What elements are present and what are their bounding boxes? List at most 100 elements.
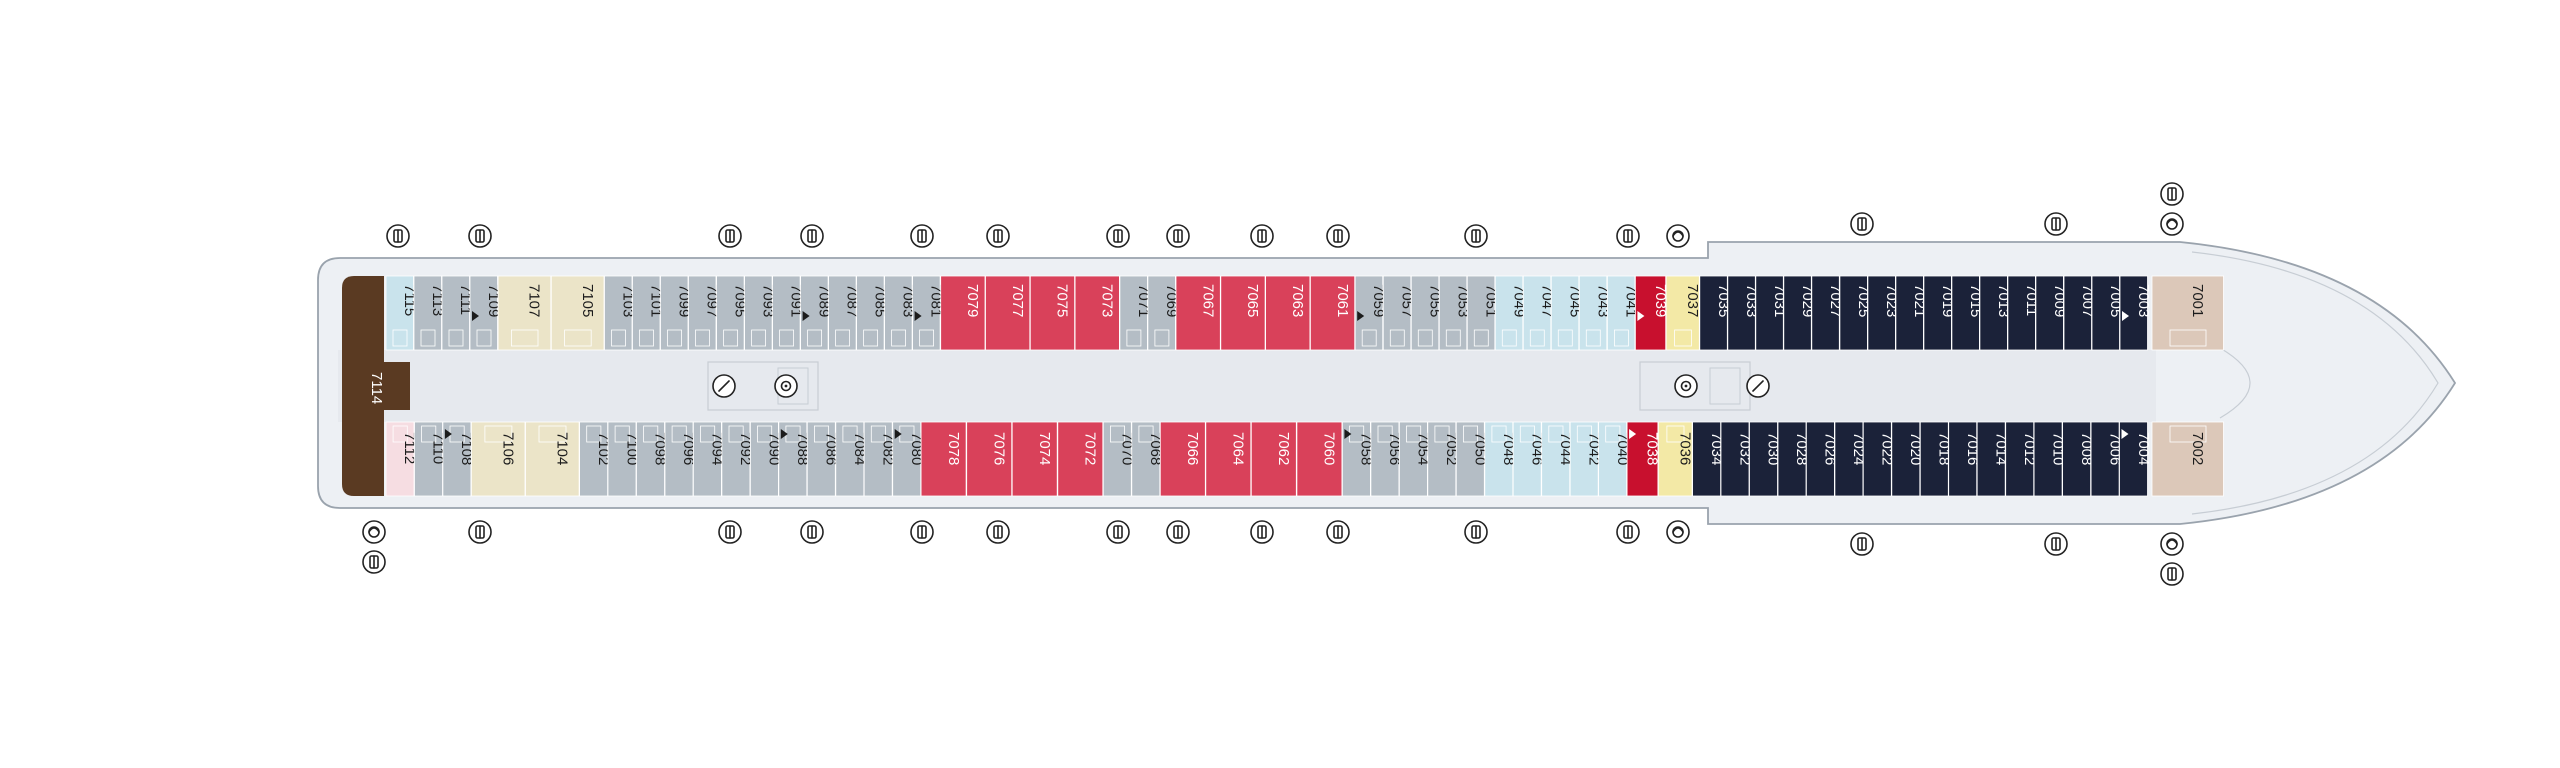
cabin-block[interactable] <box>856 275 885 351</box>
cabin-7048[interactable]: 7048 <box>1484 421 1517 497</box>
cabin-7075[interactable]: 7075 <box>1029 275 1076 351</box>
cabin-7065[interactable]: 7065 <box>1220 275 1266 351</box>
cabin-block[interactable] <box>693 421 722 497</box>
cabin-block[interactable] <box>385 421 415 497</box>
cabin-7100[interactable]: 7100 <box>607 421 640 497</box>
cabin-7091[interactable]: 7091 <box>772 275 805 351</box>
cabin-7034[interactable]: 7034 <box>1692 421 1725 497</box>
cabin-block[interactable] <box>1578 275 1608 351</box>
cabin-7060[interactable]: 7060 <box>1296 421 1343 497</box>
cabin-7002[interactable]: 7002 <box>2151 421 2224 497</box>
cabin-7069[interactable]: 7069 <box>1147 275 1180 351</box>
cabin-block[interactable] <box>1665 275 1700 351</box>
cabin-7020[interactable]: 7020 <box>1891 421 1924 497</box>
cabin-block[interactable] <box>1895 275 1924 351</box>
cabin-block[interactable] <box>920 421 967 497</box>
cabin-7095[interactable]: 7095 <box>716 275 749 351</box>
cabin-block[interactable] <box>2063 275 2092 351</box>
cabin-7050[interactable]: 7050 <box>1455 421 1489 497</box>
cabin-block[interactable] <box>1976 421 2006 497</box>
cabin-7063[interactable]: 7063 <box>1265 275 1311 351</box>
cabin-block[interactable] <box>497 275 552 351</box>
cabin-block[interactable] <box>385 275 414 351</box>
cabin-block[interactable] <box>835 421 865 497</box>
cabin-7110[interactable]: 7110 <box>414 421 447 497</box>
cabin-7032[interactable]: 7032 <box>1720 421 1753 497</box>
cabin-7022[interactable]: 7022 <box>1862 421 1896 497</box>
cabin-7025[interactable]: 7025 <box>1839 275 1872 351</box>
cabin-block[interactable] <box>1370 421 1400 497</box>
cabin-block[interactable] <box>1541 421 1571 497</box>
cabin-7076[interactable]: 7076 <box>966 421 1013 497</box>
cabin-7023[interactable]: 7023 <box>1867 275 1900 351</box>
cabin-block[interactable] <box>1811 275 1840 351</box>
cabin-7015[interactable]: 7015 <box>1951 275 1984 351</box>
cabin-7003[interactable]: 7003 <box>2119 275 2152 351</box>
cabin-7093[interactable]: 7093 <box>744 275 777 351</box>
cabin-block[interactable] <box>1948 421 1978 497</box>
cabin-block[interactable] <box>579 421 608 497</box>
cabin-block[interactable] <box>1658 421 1693 497</box>
cabin-block[interactable] <box>636 421 665 497</box>
cabin-block[interactable] <box>604 275 633 351</box>
cabin-7113[interactable]: 7113 <box>413 275 446 351</box>
cabin-block[interactable] <box>940 275 986 351</box>
cabin-block[interactable] <box>750 421 779 497</box>
cabin-block[interactable] <box>1147 275 1176 351</box>
cabin-7087[interactable]: 7087 <box>828 275 861 351</box>
cabin-7114[interactable]: 7114 <box>342 276 410 496</box>
cabin-7049[interactable]: 7049 <box>1494 275 1527 351</box>
cabin-block[interactable] <box>1399 421 1428 497</box>
cabin-7088[interactable]: 7088 <box>778 421 811 497</box>
cabin-block[interactable] <box>1119 275 1148 351</box>
cabin-block[interactable] <box>1867 275 1896 351</box>
cabin-7112[interactable]: 7112 <box>385 421 418 497</box>
cabin-7107[interactable]: 7107 <box>497 275 552 351</box>
cabin-7029[interactable]: 7029 <box>1783 275 1816 351</box>
cabin-block[interactable] <box>1777 421 1807 497</box>
cabin-block[interactable] <box>1220 275 1266 351</box>
cabin-block[interactable] <box>1951 275 1980 351</box>
cabin-7083[interactable]: 7083 <box>884 275 917 351</box>
cabin-block[interactable] <box>1839 275 1868 351</box>
cabin-7019[interactable]: 7019 <box>1923 275 1956 351</box>
cabin-7038[interactable]: 7038 <box>1626 421 1661 497</box>
cabin-7047[interactable]: 7047 <box>1522 275 1555 351</box>
cabin-7115[interactable]: 7115 <box>385 275 418 351</box>
cabin-7033[interactable]: 7033 <box>1727 275 1760 351</box>
cabin-7077[interactable]: 7077 <box>985 275 1031 351</box>
cabin-block[interactable] <box>2151 275 2224 351</box>
cabin-block[interactable] <box>607 421 637 497</box>
cabin-7089[interactable]: 7089 <box>800 275 833 351</box>
cabin-7016[interactable]: 7016 <box>1948 421 1981 497</box>
cabin-7026[interactable]: 7026 <box>1806 421 1839 497</box>
cabin-7031[interactable]: 7031 <box>1755 275 1788 351</box>
cabin-7108[interactable]: 7108 <box>442 421 475 497</box>
cabin-block[interactable] <box>1512 421 1542 497</box>
cabin-block[interactable] <box>414 421 443 497</box>
cabin-block[interactable] <box>1783 275 1812 351</box>
cabin-block[interactable] <box>1834 421 1864 497</box>
cabin-7064[interactable]: 7064 <box>1205 421 1252 497</box>
cabin-block[interactable] <box>1550 275 1580 351</box>
cabin-7072[interactable]: 7072 <box>1057 421 1104 497</box>
cabin-7039[interactable]: 7039 <box>1635 275 1669 351</box>
cabin-block[interactable] <box>2005 421 2035 497</box>
cabin-block[interactable] <box>1131 421 1161 497</box>
cabin-7057[interactable]: 7057 <box>1382 275 1415 351</box>
cabin-7030[interactable]: 7030 <box>1749 421 1782 497</box>
cabin-7044[interactable]: 7044 <box>1541 421 1574 497</box>
cabin-7008[interactable]: 7008 <box>2062 421 2095 497</box>
cabin-block[interactable] <box>1635 275 1667 351</box>
cabin-block[interactable] <box>1862 421 1892 497</box>
cabin-7096[interactable]: 7096 <box>664 421 697 497</box>
cabin-block[interactable] <box>1891 421 1921 497</box>
cabin-block[interactable] <box>688 275 717 351</box>
cabin-7081[interactable]: 7081 <box>912 275 945 351</box>
cabin-7007[interactable]: 7007 <box>2063 275 2096 351</box>
cabin-7027[interactable]: 7027 <box>1811 275 1844 351</box>
cabin-block[interactable] <box>2035 275 2064 351</box>
cabin-block[interactable] <box>744 275 773 351</box>
cabin-block[interactable] <box>1102 421 1132 497</box>
cabin-block[interactable] <box>441 275 470 351</box>
